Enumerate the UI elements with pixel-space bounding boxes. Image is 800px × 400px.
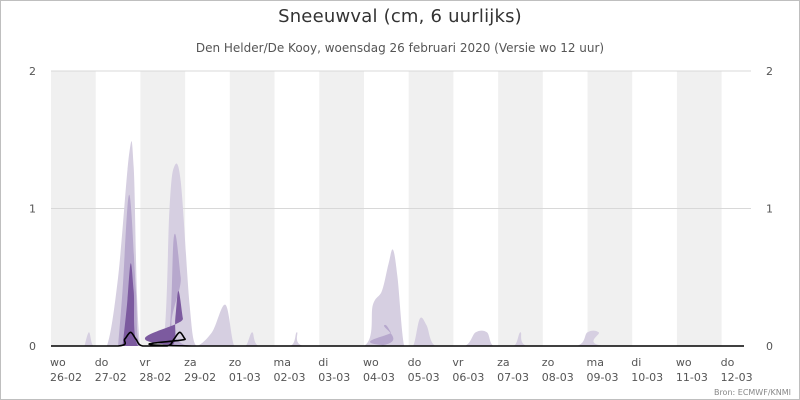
x-tick-date: 08-03 bbox=[542, 371, 574, 384]
x-tick-day: di bbox=[318, 356, 328, 369]
x-tick-label: wo 11-03 bbox=[676, 356, 708, 384]
x-tick-date: 03-03 bbox=[318, 371, 350, 384]
x-tick-date: 01-03 bbox=[229, 371, 261, 384]
x-tick-label: di 03-03 bbox=[318, 356, 350, 384]
series-median-line bbox=[50, 331, 744, 347]
x-tick-date: 05-03 bbox=[408, 371, 440, 384]
x-tick-date: 04-03 bbox=[363, 371, 395, 384]
x-tick-date: 27-02 bbox=[95, 371, 127, 384]
x-tick-label: vr 06-03 bbox=[452, 356, 484, 384]
y-tick-label-right: 0 bbox=[766, 340, 773, 353]
x-tick-label: za 29-02 bbox=[184, 356, 216, 384]
x-tick-day: ma bbox=[587, 356, 604, 369]
x-tick-label: wo 26-02 bbox=[50, 356, 82, 384]
y-tick-label-right: 2 bbox=[766, 65, 773, 78]
x-tick-day: ma bbox=[274, 356, 291, 369]
x-tick-label: ma 02-03 bbox=[274, 356, 306, 384]
x-tick-label: di 10-03 bbox=[631, 356, 663, 384]
x-tick-day: wo bbox=[363, 356, 379, 369]
x-tick-label: zo 08-03 bbox=[542, 356, 574, 384]
x-tick-day: wo bbox=[50, 356, 66, 369]
x-tick-day: wo bbox=[676, 356, 692, 369]
x-tick-date: 12-03 bbox=[721, 371, 753, 384]
x-tick-day: zo bbox=[542, 356, 555, 369]
x-tick-label: ma 09-03 bbox=[587, 356, 619, 384]
x-tick-date: 10-03 bbox=[631, 371, 663, 384]
x-tick-day: do bbox=[408, 356, 422, 369]
x-tick-label: wo 04-03 bbox=[363, 356, 395, 384]
x-tick-label: do 05-03 bbox=[408, 356, 440, 384]
x-axis-labels: wo 26-02 do 27-02 vr 28-02 za 29-02 zo 01-03 ma 02-… bbox=[50, 356, 753, 384]
x-tick-date: 29-02 bbox=[184, 371, 216, 384]
x-tick-label: za 07-03 bbox=[497, 356, 529, 384]
chart-subtitle: Den Helder/De Kooy, woensdag 26 februari… bbox=[195, 41, 605, 55]
chart-title: Sneeuwval (cm, 6 uurlijks) bbox=[278, 6, 522, 27]
y-tick-label-right: 1 bbox=[766, 203, 773, 216]
x-tick-date: 26-02 bbox=[50, 371, 82, 384]
y-tick-label-left: 1 bbox=[29, 203, 36, 216]
x-tick-day: za bbox=[497, 356, 510, 369]
snowfall-areas bbox=[50, 141, 745, 347]
x-tick-day: do bbox=[95, 356, 109, 369]
x-tick-day: za bbox=[184, 356, 197, 369]
x-tick-day: do bbox=[721, 356, 735, 369]
x-tick-label: do 27-02 bbox=[95, 356, 127, 384]
x-tick-label: vr 28-02 bbox=[139, 356, 171, 384]
x-tick-date: 11-03 bbox=[676, 371, 708, 384]
x-tick-date: 02-03 bbox=[274, 371, 306, 384]
x-tick-date: 06-03 bbox=[452, 371, 484, 384]
gridlines bbox=[51, 70, 751, 209]
x-tick-date: 09-03 bbox=[587, 371, 619, 384]
y-tick-label-left: 2 bbox=[29, 65, 36, 78]
x-tick-label: do 12-03 bbox=[721, 356, 753, 384]
x-tick-day: di bbox=[631, 356, 641, 369]
x-tick-day: zo bbox=[229, 356, 242, 369]
y-axis-labels: 0 0 1 1 2 2 bbox=[29, 65, 773, 353]
x-tick-day: vr bbox=[452, 356, 464, 369]
x-tick-date: 07-03 bbox=[497, 371, 529, 384]
x-tick-date: 28-02 bbox=[139, 371, 171, 384]
y-tick-label-left: 0 bbox=[29, 340, 36, 353]
source-credit: Bron: ECMWF/KNMI bbox=[713, 388, 791, 397]
x-tick-day: vr bbox=[139, 356, 151, 369]
x-tick-label: zo 01-03 bbox=[229, 356, 261, 384]
